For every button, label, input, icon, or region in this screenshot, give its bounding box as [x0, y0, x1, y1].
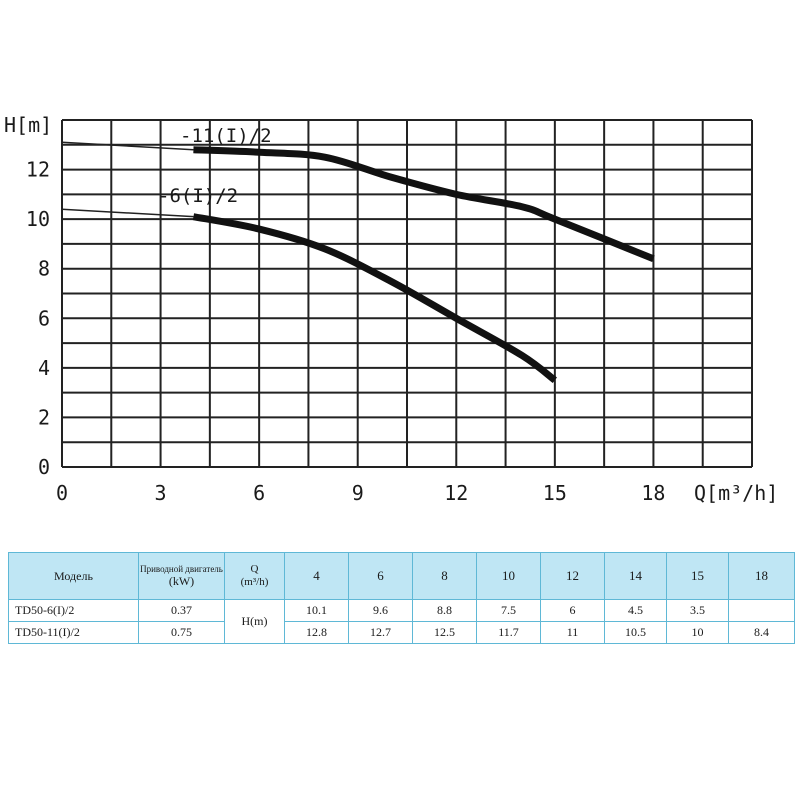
header-flow: 14 [604, 552, 667, 600]
head-cell: 11 [540, 621, 605, 644]
series-curve-6 [192, 213, 558, 384]
head-cell: 7.5 [476, 599, 541, 622]
head-cell: 8.8 [412, 599, 477, 622]
y-axis-label: H[m] [4, 113, 52, 137]
x-axis-label: Q[m³/h] [694, 481, 778, 505]
header-flow: 18 [728, 552, 795, 600]
table-row: TD50-6(I)/2 0.37 H(m) 10.1 9.6 8.8 7.5 6… [8, 599, 795, 644]
y-tick-label: 8 [38, 257, 50, 281]
series-lead-line [61, 208, 194, 218]
power-cell: 0.37 [138, 599, 225, 622]
header-flow: 8 [412, 552, 477, 600]
model-cell: TD50-11(I)/2 [8, 621, 139, 644]
head-cell: 10.5 [604, 621, 667, 644]
performance-table: Модель Приводной двигатель (kW) Q (m³/h)… [8, 552, 795, 644]
series-curve-11 [193, 146, 655, 263]
x-tick-label: 12 [444, 481, 468, 505]
head-cell: 3.5 [666, 599, 729, 622]
head-cell: 10.1 [284, 599, 349, 622]
pump-curve-chart: 0 2 4 6 8 10 12 0 3 6 9 12 15 18 H[m] Q[m³/h] -11(I)… [4, 113, 778, 505]
y-tick-label: 0 [38, 455, 50, 479]
head-cell: 11.7 [476, 621, 541, 644]
head-cell: 12.8 [284, 621, 349, 644]
header-flow: 6 [348, 552, 413, 600]
header-q: Q (m³/h) [224, 552, 285, 600]
header-flow: 12 [540, 552, 605, 600]
x-tick-label: 0 [56, 481, 68, 505]
head-cell: 9.6 [348, 599, 413, 622]
header-motor-label: Приводной двигатель [140, 564, 223, 574]
chart-grid [61, 119, 753, 468]
header-flow: 4 [284, 552, 349, 600]
head-cell: 12.5 [412, 621, 477, 644]
header-flow: 10 [476, 552, 541, 600]
series-lead-line [61, 141, 194, 151]
h-unit-cell: H(m) [224, 599, 285, 644]
y-tick-label: 10 [26, 207, 50, 231]
x-tick-label: 9 [352, 481, 364, 505]
y-axis-ticks: 0 2 4 6 8 10 12 [26, 158, 50, 479]
series-label-6: -6(I)/2 [158, 185, 238, 207]
head-cell: 10 [666, 621, 729, 644]
series-label-11: -11(I)/2 [180, 125, 272, 147]
header-motor-unit: (kW) [168, 574, 195, 588]
y-tick-label: 4 [38, 356, 50, 380]
x-tick-label: 15 [543, 481, 567, 505]
head-cell [728, 599, 795, 622]
header-model: Модель [8, 552, 139, 600]
chart-curves [61, 141, 655, 384]
head-cell: 6 [540, 599, 605, 622]
table-header-row: Модель Приводной двигатель (kW) Q (m³/h)… [8, 552, 795, 600]
header-q-label: Q [250, 563, 259, 575]
power-cell: 0.75 [138, 621, 225, 644]
model-cell: TD50-6(I)/2 [8, 599, 139, 622]
y-tick-label: 6 [38, 306, 50, 330]
x-axis-ticks: 0 3 6 9 12 15 18 [56, 481, 665, 505]
head-cell: 12.7 [348, 621, 413, 644]
header-flow: 15 [666, 552, 729, 600]
header-motor: Приводной двигатель (kW) [138, 552, 225, 600]
x-tick-label: 18 [641, 481, 665, 505]
x-tick-label: 6 [253, 481, 265, 505]
header-q-unit: (m³/h) [240, 576, 269, 588]
x-tick-label: 3 [155, 481, 167, 505]
y-tick-label: 2 [38, 405, 50, 429]
y-tick-label: 12 [26, 158, 50, 182]
head-cell: 4.5 [604, 599, 667, 622]
table-row: TD50-11(I)/2 0.75 12.8 12.7 12.5 11.7 11… [8, 621, 795, 644]
head-cell: 8.4 [728, 621, 795, 644]
